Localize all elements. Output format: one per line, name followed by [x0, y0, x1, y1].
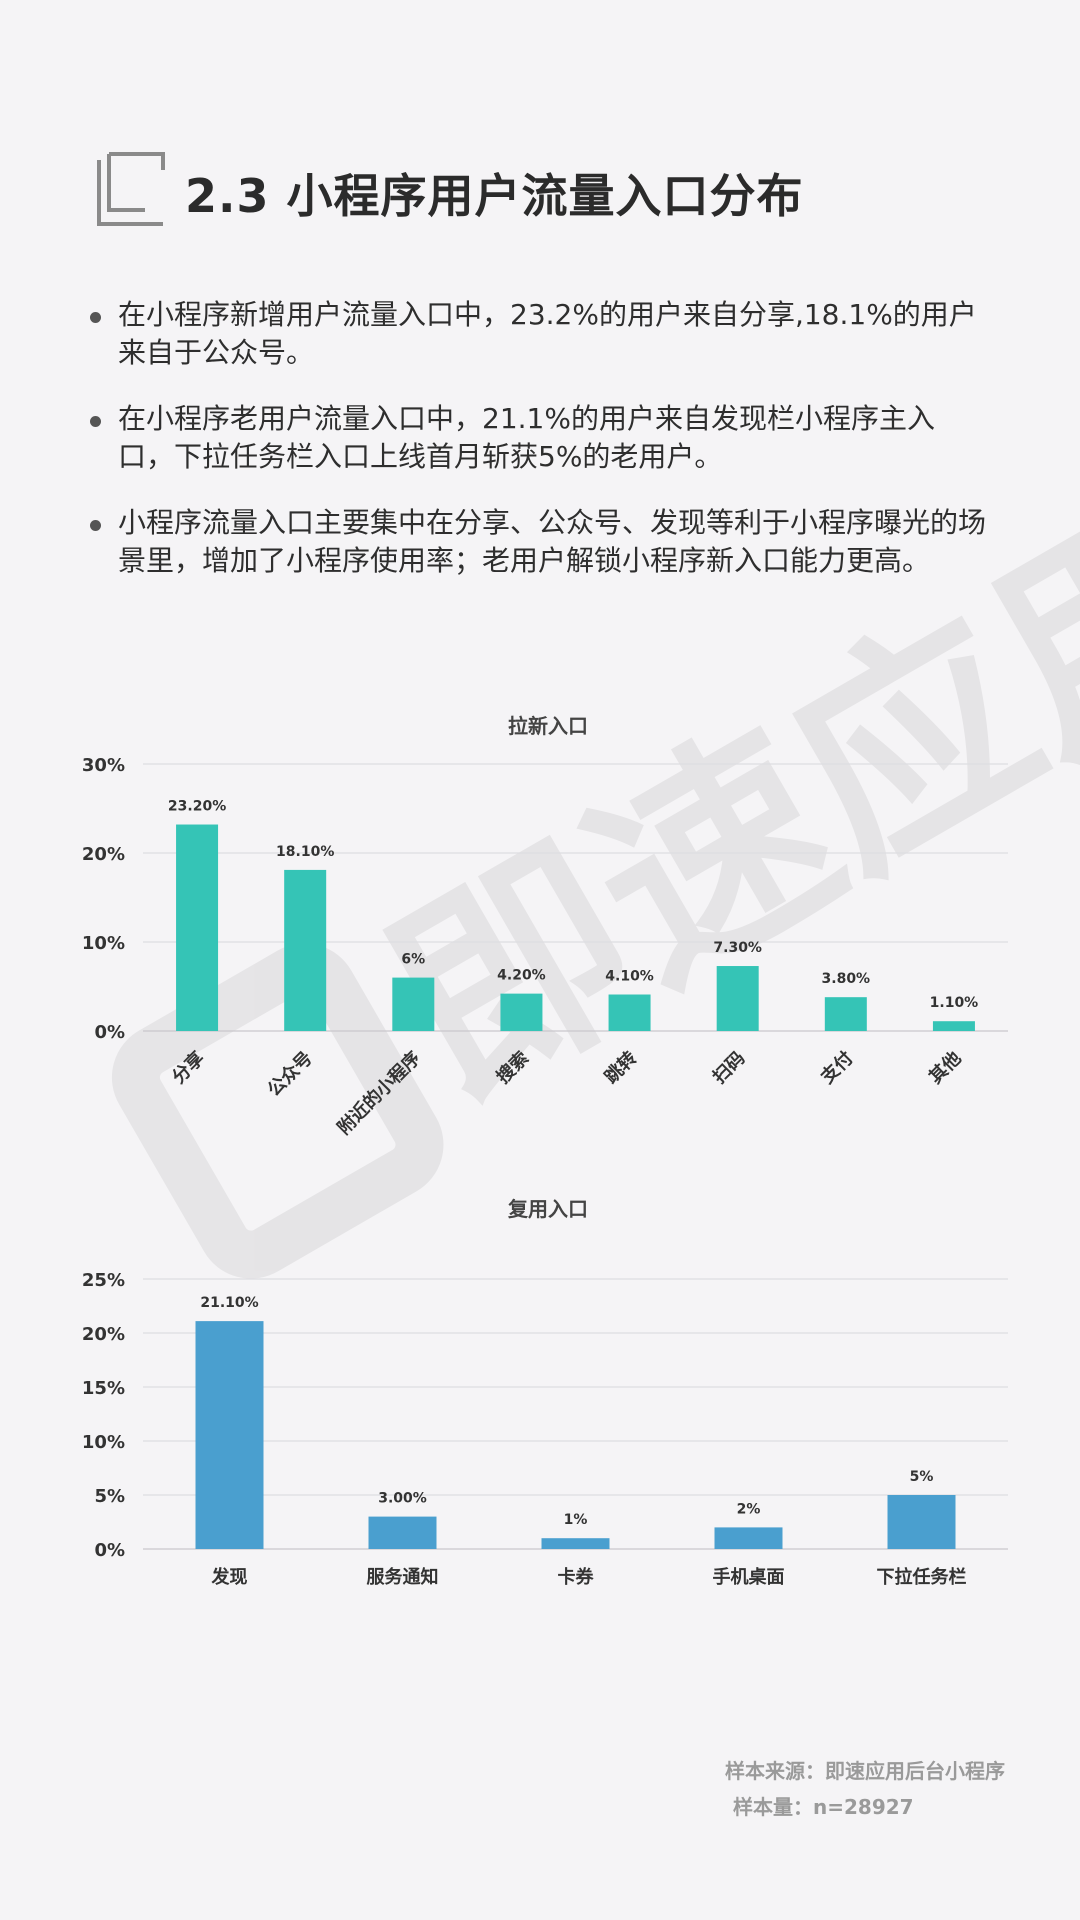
new-user-entry-chart: 拉新入口 0% 10% 20% 30% 23.20% 分享 18.10% 公众号 6% 附近的小程序… [82, 714, 1008, 1139]
reuse-entry-chart: 复用入口 0% 5% 10% 15% 20% 25% 21.10% 发现 3.00% 服务通知 1% 卡… [82, 1197, 1008, 1588]
x-tick-label: 卡券 [558, 1566, 595, 1588]
y-tick-label: 10% [82, 1432, 125, 1453]
data-label: 18.10% [276, 844, 334, 860]
y-tick-label: 30% [82, 755, 125, 776]
data-label: 4.20% [497, 968, 546, 984]
bullet-text: 在小程序新增用户流量入口中，23.2%的用户来自分享,18.1%的用户来自于公众… [118, 298, 977, 369]
data-label: 23.20% [168, 799, 226, 815]
x-tick-label: 支付 [816, 1047, 858, 1089]
data-label: 1.10% [930, 995, 979, 1011]
data-label: 7.30% [713, 940, 762, 956]
bar [176, 824, 219, 1031]
data-label: 3.00% [378, 1491, 427, 1507]
x-tick-label: 下拉任务栏 [877, 1566, 967, 1588]
bar [284, 869, 327, 1031]
x-tick-label: 搜索 [492, 1047, 533, 1088]
bar [392, 977, 435, 1031]
x-tick-label: 手机桌面 [713, 1566, 785, 1588]
bar [541, 1538, 610, 1549]
bullet-text: 小程序流量入口主要集中在分享、公众号、发现等利于小程序曝光的场景里，增加了小程序… [118, 506, 987, 577]
x-tick-label: 扫码 [708, 1047, 749, 1088]
x-tick-label: 分享 [168, 1047, 209, 1088]
bullet-item: 小程序流量入口主要集中在分享、公众号、发现等利于小程序曝光的场景里，增加了小程序… [88, 504, 988, 580]
x-tick-label: 其他 [924, 1047, 965, 1088]
data-label: 1% [564, 1512, 588, 1528]
data-label: 5% [910, 1469, 934, 1485]
bar [932, 1021, 975, 1031]
x-tick-label: 发现 [211, 1566, 248, 1588]
data-label: 4.10% [605, 969, 654, 985]
y-tick-label: 10% [82, 933, 125, 954]
bar [195, 1321, 264, 1549]
bar [608, 994, 651, 1031]
y-tick-label: 15% [82, 1378, 125, 1399]
x-tick-label: 公众号 [263, 1047, 317, 1101]
y-tick-label: 0% [94, 1022, 125, 1043]
x-tick-label: 跳转 [600, 1047, 641, 1088]
x-tick-label: 附近的小程序 [333, 1047, 425, 1139]
source-line: 样本来源：即速应用后台小程序 [725, 1759, 1005, 1783]
data-label: 3.80% [822, 971, 871, 987]
bullet-item: 在小程序老用户流量入口中，21.1%的用户来自发现栏小程序主入口，下拉任务栏入口… [88, 400, 988, 476]
y-tick-label: 0% [94, 1540, 125, 1561]
data-label: 2% [737, 1501, 761, 1517]
y-tick-label: 20% [82, 1324, 125, 1345]
data-label: 6% [401, 952, 425, 968]
bullet-item: 在小程序新增用户流量入口中，23.2%的用户来自分享,18.1%的用户来自于公众… [88, 296, 988, 372]
page-title: 2.3 小程序用户流量入口分布 [185, 169, 804, 223]
bar [368, 1516, 437, 1549]
bar [500, 993, 543, 1031]
bar [714, 1527, 783, 1549]
title-frame-icon [97, 152, 165, 226]
chart-title: 复用入口 [507, 1197, 588, 1221]
bullet-text: 在小程序老用户流量入口中，21.1%的用户来自发现栏小程序主入口，下拉任务栏入口… [118, 402, 935, 473]
y-tick-label: 20% [82, 844, 125, 865]
bar [824, 997, 867, 1031]
chart-title: 拉新入口 [508, 714, 588, 738]
y-tick-label: 25% [82, 1270, 125, 1291]
source-note: 样本来源：即速应用后台小程序 样本量：n=28927 [725, 1753, 1005, 1825]
bullet-list: 在小程序新增用户流量入口中，23.2%的用户来自分享,18.1%的用户来自于公众… [88, 296, 988, 608]
x-tick-label: 服务通知 [367, 1566, 439, 1588]
y-tick-label: 5% [94, 1486, 125, 1507]
data-label: 21.10% [200, 1295, 258, 1311]
bar [887, 1495, 956, 1549]
sample-size: 样本量：n=28927 [733, 1795, 914, 1819]
bar [716, 966, 759, 1031]
